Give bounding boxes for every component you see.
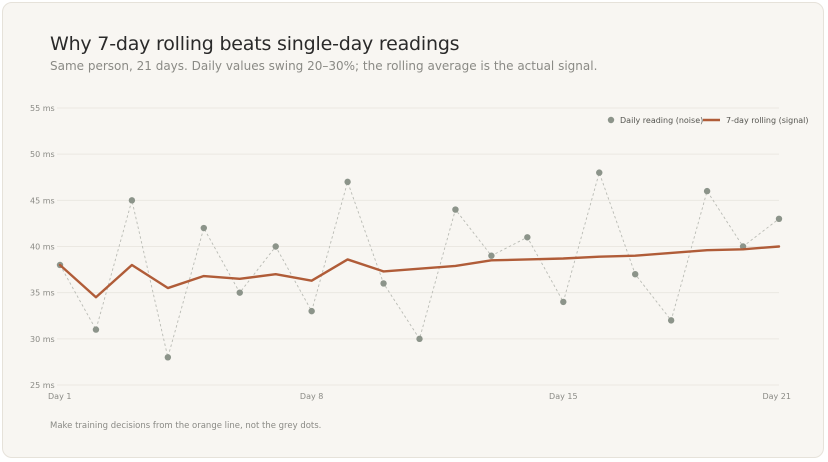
- daily-point: [308, 307, 315, 315]
- daily-point: [164, 354, 172, 361]
- daily-point: [703, 187, 711, 195]
- y-tick-label: 25 ms: [30, 381, 55, 390]
- chart-footnote: Make training decisions from the orange …: [50, 421, 322, 431]
- daily-point: [92, 326, 100, 333]
- y-tick-label: 35 ms: [30, 289, 55, 298]
- x-tick-label: Day 8: [300, 392, 323, 401]
- daily-connector-line: [59, 171, 780, 358]
- chart-subtitle: Same person, 21 days. Daily values swing…: [50, 59, 598, 73]
- daily-point: [380, 280, 387, 287]
- daily-point: [488, 252, 495, 259]
- y-tick-label: 30 ms: [30, 335, 55, 344]
- daily-point: [667, 317, 675, 324]
- y-tick-label: 50 ms: [30, 150, 55, 159]
- legend-daily-label: Daily reading (noise): [620, 116, 703, 125]
- grid-lines: [57, 107, 779, 386]
- daily-point: [344, 178, 351, 186]
- daily-series: [56, 169, 783, 361]
- y-tick-label: 45 ms: [30, 196, 55, 205]
- x-tick-label: Day 21: [762, 392, 791, 401]
- x-axis: Day 1 Day 8 Day 15 Day 21: [48, 392, 791, 401]
- legend-daily-marker: [607, 116, 615, 124]
- daily-point: [524, 234, 531, 241]
- chart-title: Why 7-day rolling beats single-day readi…: [50, 33, 460, 55]
- y-tick-label: 40 ms: [30, 243, 55, 252]
- daily-point: [416, 335, 423, 343]
- rolling-series: [58, 245, 781, 299]
- daily-point: [560, 298, 567, 306]
- daily-point: [272, 243, 279, 250]
- x-tick-label: Day 1: [48, 392, 71, 401]
- legend-rolling-label: 7-day rolling (signal): [726, 116, 809, 125]
- daily-point: [236, 289, 243, 296]
- legend: Daily reading (noise) 7-day rolling (sig…: [607, 116, 809, 125]
- rolling-line: [58, 245, 781, 299]
- daily-point: [775, 215, 783, 222]
- daily-point: [632, 271, 639, 278]
- y-axis: 25 ms 30 ms 35 ms 40 ms 45 ms 50 ms 55 ms: [30, 104, 55, 390]
- daily-point: [452, 206, 459, 213]
- daily-point: [596, 169, 603, 176]
- y-tick-label: 55 ms: [30, 104, 55, 113]
- daily-point: [128, 197, 136, 204]
- x-tick-label: Day 15: [549, 392, 578, 401]
- daily-point: [200, 224, 207, 232]
- chart-card: Why 7-day rolling beats single-day readi…: [2, 2, 824, 458]
